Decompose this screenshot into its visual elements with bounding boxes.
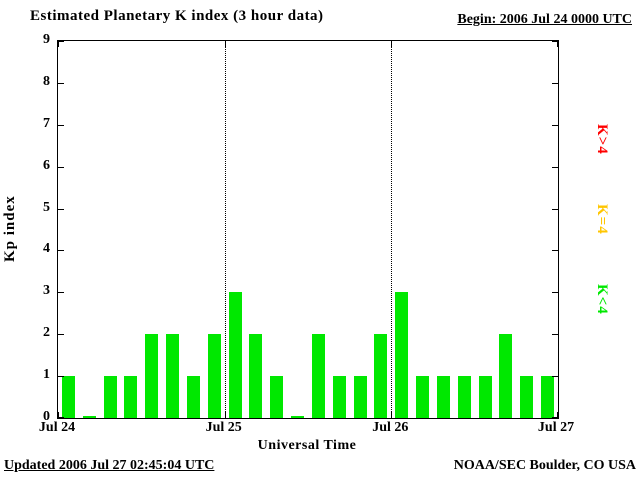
kp-bar xyxy=(457,376,471,418)
x-tick xyxy=(557,412,558,418)
kp-bar xyxy=(499,334,513,418)
updated-timestamp-label: Updated 2006 Jul 27 02:45:04 UTC xyxy=(4,458,215,473)
chart-title: Estimated Planetary K index (3 hour data… xyxy=(30,8,324,24)
x-tick xyxy=(224,41,226,47)
x-tick xyxy=(391,41,393,47)
plot-area xyxy=(57,40,559,419)
kp-bar xyxy=(436,376,450,418)
y-tick xyxy=(58,250,64,252)
y-tick-label: 1 xyxy=(43,367,50,383)
kp-bar xyxy=(374,334,388,418)
y-tick xyxy=(58,417,64,418)
kp-bar xyxy=(61,376,75,418)
y-tick xyxy=(58,82,64,84)
y-tick-label: 0 xyxy=(43,409,50,424)
x-tick xyxy=(224,412,226,418)
y-tick xyxy=(58,166,64,168)
kp-bar xyxy=(270,376,284,418)
kp-bar xyxy=(353,376,367,418)
x-axis-labels: Jul 24 Jul 25 Jul 26 Jul 27 xyxy=(39,420,574,438)
kp-bar xyxy=(82,416,96,418)
y-tick xyxy=(552,417,558,418)
y-tick xyxy=(552,376,558,378)
kp-bar xyxy=(186,376,200,418)
y-tick xyxy=(58,376,64,378)
y-axis-title: Kp index xyxy=(2,195,18,262)
x-tick-label: Jul 27 xyxy=(537,420,575,435)
x-tick xyxy=(557,41,558,47)
kp-bar xyxy=(416,376,430,418)
y-tick-label: 6 xyxy=(43,157,50,173)
y-tick-label: 9 xyxy=(43,32,50,47)
kp-bar xyxy=(332,376,346,418)
y-tick-label: 2 xyxy=(43,325,50,341)
y-tick xyxy=(58,208,64,210)
y-tick xyxy=(552,292,558,294)
y-tick xyxy=(58,124,64,126)
x-axis-title: Universal Time xyxy=(257,438,357,453)
begin-timestamp-label: Begin: 2006 Jul 24 0000 UTC xyxy=(457,12,632,27)
kp-bar xyxy=(207,334,221,418)
kp-bar xyxy=(541,376,555,418)
x-tick xyxy=(58,412,59,418)
y-tick xyxy=(552,334,558,336)
y-tick-label: 8 xyxy=(43,73,50,89)
legend-item-high: K>4 xyxy=(594,123,610,155)
legend-item-mid: K=4 xyxy=(594,203,610,235)
kp-bar xyxy=(166,334,180,418)
credit-label: NOAA/SEC Boulder, CO USA xyxy=(453,458,636,473)
y-tick xyxy=(552,208,558,210)
kp-bar xyxy=(103,376,117,418)
y-tick xyxy=(552,82,558,84)
y-tick xyxy=(552,250,558,252)
day-boundary-gridline xyxy=(391,41,393,418)
x-tick-label: Jul 24 xyxy=(38,420,76,435)
x-tick xyxy=(391,412,393,418)
y-tick xyxy=(58,41,64,42)
kp-bar xyxy=(311,334,325,418)
y-tick xyxy=(552,124,558,126)
y-tick-label: 4 xyxy=(43,241,50,257)
kp-bar xyxy=(291,416,305,418)
kp-bar xyxy=(478,376,492,418)
kp-bar xyxy=(520,376,534,418)
y-tick xyxy=(552,166,558,168)
y-tick-label: 3 xyxy=(43,283,50,299)
y-tick xyxy=(58,334,64,336)
kp-bar xyxy=(124,376,138,418)
x-tick xyxy=(58,41,59,47)
kp-bar xyxy=(395,292,409,418)
kp-bar xyxy=(228,292,242,418)
y-tick-label: 7 xyxy=(43,115,50,131)
day-boundary-gridline xyxy=(224,41,226,418)
y-tick-label: 5 xyxy=(43,199,50,215)
y-axis-labels: 0 1 2 3 4 5 6 7 8 9 xyxy=(24,32,52,424)
kp-bar xyxy=(145,334,159,418)
y-tick xyxy=(58,292,64,294)
legend-item-low: K<4 xyxy=(594,283,610,315)
legend: K>4 K=4 K<4 xyxy=(588,100,618,360)
y-tick xyxy=(552,41,558,42)
x-tick-label: Jul 25 xyxy=(205,420,242,435)
x-tick-label: Jul 26 xyxy=(372,420,409,435)
kp-bar xyxy=(249,334,263,418)
